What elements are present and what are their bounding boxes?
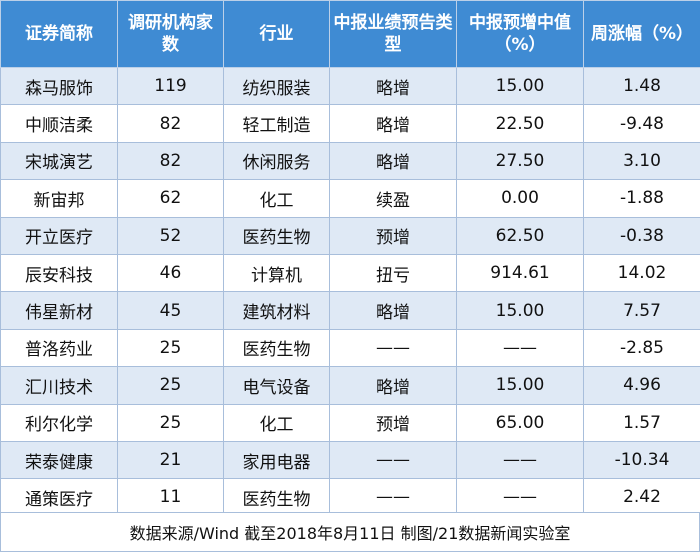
cell-industry: 家用电器	[223, 440, 330, 480]
cell-weekly-change: 1.48	[583, 66, 700, 106]
cell-forecast-median: ——	[456, 440, 584, 480]
cell-industry: 化工	[223, 179, 330, 218]
cell-weekly-change: 14.02	[583, 253, 700, 293]
cell-forecast-type: 略增	[329, 141, 457, 181]
header-forecast-median: 中报预增中值（%）	[456, 0, 584, 68]
table-row: 森马服饰 119 纺织服装 略增 15.00 1.48	[0, 66, 700, 106]
cell-forecast-type: 略增	[329, 366, 457, 405]
cell-stock-name: 通策医疗	[0, 478, 118, 517]
cell-institution-count: 62	[117, 179, 224, 218]
cell-weekly-change: -0.38	[583, 216, 700, 255]
cell-stock-name: 宋城演艺	[0, 141, 118, 181]
table-row: 辰安科技 46 计算机 扭亏 914.61 14.02	[0, 253, 700, 293]
cell-stock-name: 辰安科技	[0, 253, 118, 293]
cell-forecast-type: ——	[329, 478, 457, 517]
table-row: 新宙邦 62 化工 续盈 0.00 -1.88	[0, 179, 700, 218]
cell-stock-name: 汇川技术	[0, 366, 118, 405]
cell-industry: 休闲服务	[223, 141, 330, 181]
cell-forecast-type: ——	[329, 440, 457, 480]
cell-weekly-change: 4.96	[583, 366, 700, 405]
cell-institution-count: 11	[117, 478, 224, 517]
cell-institution-count: 21	[117, 440, 224, 480]
source-footer: 数据来源/Wind 截至2018年8月11日 制图/21数据新闻实验室	[0, 512, 700, 552]
table-row: 通策医疗 11 医药生物 —— —— 2.42	[0, 478, 700, 517]
table-row: 普洛药业 25 医药生物 —— —— -2.85	[0, 328, 700, 368]
header-institution-count: 调研机构家数	[117, 0, 224, 68]
header-industry: 行业	[223, 0, 330, 68]
cell-forecast-median: 914.61	[456, 253, 584, 293]
cell-institution-count: 82	[117, 104, 224, 143]
research-table: 证券简称 调研机构家数 行业 中报业绩预告类型 中报预增中值（%） 周涨幅（%）…	[0, 0, 700, 517]
cell-weekly-change: 7.57	[583, 291, 700, 330]
cell-weekly-change: 2.42	[583, 478, 700, 517]
cell-industry: 计算机	[223, 253, 330, 293]
cell-forecast-median: 27.50	[456, 141, 584, 181]
cell-weekly-change: -1.88	[583, 179, 700, 218]
cell-forecast-median: 0.00	[456, 179, 584, 218]
table-row: 宋城演艺 82 休闲服务 略增 27.50 3.10	[0, 141, 700, 181]
cell-forecast-median: 65.00	[456, 403, 584, 442]
header-stock-name: 证券简称	[0, 0, 118, 68]
cell-industry: 电气设备	[223, 366, 330, 405]
cell-forecast-median: 15.00	[456, 291, 584, 330]
cell-weekly-change: -2.85	[583, 328, 700, 368]
cell-stock-name: 新宙邦	[0, 179, 118, 218]
cell-institution-count: 25	[117, 403, 224, 442]
cell-institution-count: 25	[117, 366, 224, 405]
cell-stock-name: 开立医疗	[0, 216, 118, 255]
cell-forecast-type: 扭亏	[329, 253, 457, 293]
cell-stock-name: 普洛药业	[0, 328, 118, 368]
header-weekly-change: 周涨幅（%）	[583, 0, 700, 68]
cell-industry: 化工	[223, 403, 330, 442]
cell-forecast-median: ——	[456, 478, 584, 517]
cell-industry: 医药生物	[223, 478, 330, 517]
cell-stock-name: 伟星新材	[0, 291, 118, 330]
cell-forecast-type: 略增	[329, 66, 457, 106]
cell-forecast-median: 15.00	[456, 366, 584, 405]
cell-institution-count: 46	[117, 253, 224, 293]
cell-stock-name: 森马服饰	[0, 66, 118, 106]
cell-weekly-change: -9.48	[583, 104, 700, 143]
cell-institution-count: 25	[117, 328, 224, 368]
cell-stock-name: 中顺洁柔	[0, 104, 118, 143]
cell-forecast-type: 续盈	[329, 179, 457, 218]
cell-forecast-median: 62.50	[456, 216, 584, 255]
cell-weekly-change: -10.34	[583, 440, 700, 480]
cell-forecast-median: 22.50	[456, 104, 584, 143]
cell-industry: 轻工制造	[223, 104, 330, 143]
cell-weekly-change: 3.10	[583, 141, 700, 181]
cell-industry: 医药生物	[223, 328, 330, 368]
header-row: 证券简称 调研机构家数 行业 中报业绩预告类型 中报预增中值（%） 周涨幅（%）	[0, 0, 700, 68]
cell-forecast-median: ——	[456, 328, 584, 368]
table-row: 汇川技术 25 电气设备 略增 15.00 4.96	[0, 366, 700, 405]
cell-weekly-change: 1.57	[583, 403, 700, 442]
cell-forecast-type: ——	[329, 328, 457, 368]
cell-stock-name: 利尔化学	[0, 403, 118, 442]
cell-forecast-median: 15.00	[456, 66, 584, 106]
table-row: 荣泰健康 21 家用电器 —— —— -10.34	[0, 440, 700, 480]
cell-forecast-type: 预增	[329, 403, 457, 442]
table-row: 开立医疗 52 医药生物 预增 62.50 -0.38	[0, 216, 700, 255]
cell-industry: 纺织服装	[223, 66, 330, 106]
cell-stock-name: 荣泰健康	[0, 440, 118, 480]
cell-forecast-type: 略增	[329, 104, 457, 143]
cell-institution-count: 52	[117, 216, 224, 255]
table-row: 中顺洁柔 82 轻工制造 略增 22.50 -9.48	[0, 104, 700, 143]
cell-forecast-type: 预增	[329, 216, 457, 255]
cell-institution-count: 119	[117, 66, 224, 106]
cell-forecast-type: 略增	[329, 291, 457, 330]
table-row: 利尔化学 25 化工 预增 65.00 1.57	[0, 403, 700, 442]
cell-institution-count: 82	[117, 141, 224, 181]
header-forecast-type: 中报业绩预告类型	[329, 0, 457, 68]
cell-industry: 建筑材料	[223, 291, 330, 330]
table-row: 伟星新材 45 建筑材料 略增 15.00 7.57	[0, 291, 700, 330]
cell-industry: 医药生物	[223, 216, 330, 255]
cell-institution-count: 45	[117, 291, 224, 330]
